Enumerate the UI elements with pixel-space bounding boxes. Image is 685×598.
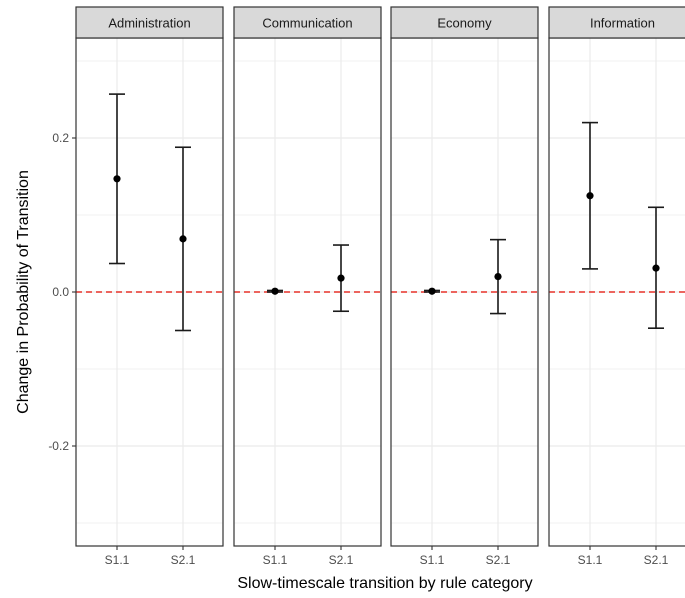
panels-layer: Administration S1.1 S2.1 Communication S1.1 S…: [75, 6, 685, 567]
x-axis-title: Slow-timescale transition by rule catego…: [237, 575, 532, 592]
data-point: [337, 274, 345, 282]
data-point: [113, 175, 121, 183]
data-point: [586, 192, 594, 200]
errorbar-S2.1: [175, 146, 191, 332]
panel-plot-area: [234, 38, 381, 546]
x-tick-label: S2.1: [171, 553, 196, 567]
errorbar-S1.1: [109, 93, 125, 265]
y-tick-label: -0.2: [48, 439, 69, 453]
y-tick-label: 0.0: [52, 285, 69, 299]
panel-plot-area: [76, 38, 223, 546]
facet-panel-3: Information S1.1 S2.1: [548, 6, 685, 567]
facet-panel-0: Administration S1.1 S2.1: [75, 6, 224, 567]
data-point: [428, 287, 436, 295]
errorbar-S1.1: [582, 121, 598, 270]
data-point: [271, 287, 279, 295]
panel-plot-area: [391, 38, 538, 546]
facet-strip-label: Information: [590, 16, 655, 31]
x-tick-label: S1.1: [420, 553, 445, 567]
data-point: [179, 235, 187, 243]
x-tick-label: S2.1: [644, 553, 669, 567]
x-tick-label: S1.1: [263, 553, 288, 567]
x-tick-label: S2.1: [329, 553, 354, 567]
data-point: [652, 264, 660, 272]
facet-strip: [233, 6, 382, 39]
facet-panel-1: Communication S1.1 S2.1: [233, 6, 382, 567]
facet-strip-label: Economy: [437, 16, 492, 31]
y-axis: -0.2 0.0 0.2: [48, 131, 76, 453]
y-tick-label: 0.2: [52, 131, 69, 145]
facet-strip-label: Communication: [262, 16, 352, 31]
y-axis-title: Change in Probability of Transition: [15, 170, 32, 414]
errorbar-S2.1: [333, 244, 349, 313]
errorbar-S1.1: [267, 287, 283, 295]
x-tick-label: S1.1: [578, 553, 603, 567]
errorbar-S2.1: [490, 238, 506, 315]
facet-strip: [390, 6, 539, 39]
data-point: [494, 273, 502, 281]
x-tick-label: S1.1: [105, 553, 130, 567]
errorbar-S1.1: [424, 287, 440, 295]
facet-strip-label: Administration: [108, 16, 190, 31]
x-tick-label: S2.1: [486, 553, 511, 567]
facet-strip: [75, 6, 224, 39]
panel-plot-area: [549, 38, 685, 546]
facet-panel-2: Economy S1.1 S2.1: [390, 6, 539, 567]
errorbar-S2.1: [648, 206, 664, 329]
facet-strip: [548, 6, 685, 39]
